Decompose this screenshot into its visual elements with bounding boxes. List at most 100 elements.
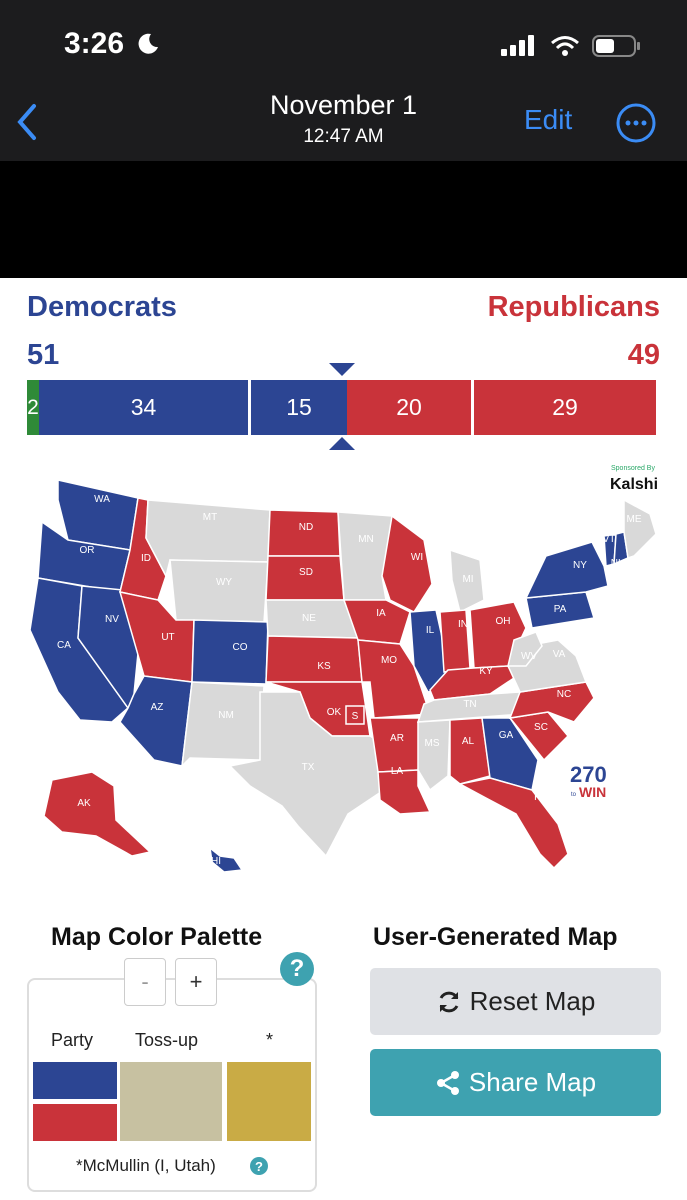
state-ak[interactable]: [43, 771, 152, 857]
state-ms[interactable]: [417, 719, 451, 792]
state-label-hi: HI: [211, 856, 221, 867]
state-label-ne: NE: [302, 613, 316, 624]
state-label-ks: KS: [317, 661, 331, 672]
state-ga[interactable]: [481, 717, 539, 791]
share-icon: [436, 1070, 459, 1095]
democrats-label: Democrats: [27, 291, 177, 323]
battery-icon: [592, 35, 640, 57]
state-me[interactable]: [623, 498, 657, 559]
more-options-icon[interactable]: [615, 102, 657, 144]
state-label-az: AZ: [151, 702, 164, 713]
state-mo[interactable]: [357, 639, 432, 719]
sponsor-logo[interactable]: Kalshi: [610, 476, 659, 493]
tossup-color-swatch[interactable]: [120, 1062, 222, 1141]
increase-button[interactable]: +: [175, 958, 217, 1006]
state-al[interactable]: [449, 717, 491, 785]
state-label-nc: NC: [557, 689, 571, 700]
state-label-al: AL: [462, 736, 475, 747]
state-label-pa: PA: [554, 604, 567, 615]
state-label-or: OR: [80, 545, 95, 556]
state-hi[interactable]: [208, 846, 244, 873]
palette-title: Map Color Palette: [51, 923, 263, 951]
seat-segment-dem-up[interactable]: 15: [251, 380, 347, 435]
state-ny[interactable]: [524, 541, 609, 599]
state-ok-special[interactable]: [345, 705, 365, 725]
footnote-help-icon[interactable]: ?: [250, 1157, 268, 1175]
palette-help-icon[interactable]: ?: [280, 952, 314, 986]
state-label-ar: AR: [390, 733, 404, 744]
majority-marker-bottom-icon: [329, 437, 355, 450]
svg-text:WIN: WIN: [579, 784, 606, 800]
state-label-mn: MN: [358, 534, 374, 545]
state-label-ms: MS: [425, 738, 440, 749]
state-label-mi: MI: [462, 574, 473, 585]
state-nd[interactable]: [267, 509, 341, 557]
seat-segment-rep-not-up[interactable]: 29: [474, 380, 656, 435]
state-label-id: ID: [141, 553, 151, 564]
seat-segment-independent[interactable]: 2: [27, 380, 39, 435]
state-label-nm: NM: [218, 710, 234, 721]
state-label-ok: OK: [327, 707, 342, 718]
svg-text:270: 270: [570, 762, 607, 787]
dem-color-swatch[interactable]: [33, 1062, 117, 1099]
palette-party-label: Party: [51, 1030, 94, 1050]
palette-box: [27, 978, 317, 1192]
moon-icon: [138, 33, 158, 54]
state-label-mo: MO: [381, 655, 397, 666]
user-map-title: User-Generated Map: [373, 923, 618, 951]
state-ok-special-label: S: [352, 711, 359, 722]
state-label-ut: UT: [161, 632, 174, 643]
sponsor-label: Sponsored By: [611, 465, 655, 472]
signal-icon: [501, 35, 534, 56]
status-time: 3:26: [64, 27, 125, 60]
svg-text:to: to: [571, 792, 577, 798]
majority-marker-top-icon: [329, 363, 355, 376]
edit-button[interactable]: Edit: [524, 104, 573, 135]
state-label-ca: CA: [57, 640, 71, 651]
state-label-co: CO: [233, 642, 248, 653]
state-sd[interactable]: [265, 555, 345, 601]
palette-star-label: *: [266, 1030, 274, 1050]
state-wy[interactable]: [169, 559, 269, 623]
top-bar: 3:26 November 1 12:47 AM Edit: [0, 0, 687, 161]
state-ia[interactable]: [342, 599, 411, 645]
palette-footnote: *McMullin (I, Utah): [76, 1156, 216, 1175]
state-wi[interactable]: [381, 514, 433, 613]
state-label-ia: IA: [376, 608, 386, 619]
reset-map-button[interactable]: Reset Map: [370, 968, 661, 1035]
us-map[interactable]: WA OR CA NV ID MT WY UT CO AZ NM ND SD NE KS OK TX MN IA MO…: [20, 460, 670, 880]
palette-tossup-label: Toss-up: [135, 1030, 199, 1050]
state-tx[interactable]: [228, 691, 387, 858]
rep-color-swatch[interactable]: [33, 1104, 117, 1141]
refresh-icon: [439, 991, 458, 1012]
republicans-total: 49: [627, 339, 660, 371]
back-chevron-icon[interactable]: [12, 100, 42, 144]
state-ar[interactable]: [369, 717, 425, 773]
state-wa[interactable]: [57, 479, 139, 551]
state-ks[interactable]: [265, 635, 363, 683]
state-az[interactable]: [119, 675, 193, 767]
state-mi[interactable]: [449, 548, 485, 614]
state-label-nv: NV: [105, 614, 119, 625]
state-label-ga: GA: [499, 730, 514, 741]
state-label-wa: WA: [94, 494, 110, 505]
state-label-nh: NH: [611, 558, 625, 569]
nav-subtitle: 12:47 AM: [303, 126, 384, 147]
state-label-sc: SC: [534, 722, 548, 733]
state-label-oh: OH: [496, 616, 511, 627]
state-label-tx: TX: [302, 762, 315, 773]
seat-segment-dem-not-up[interactable]: 34: [39, 380, 251, 435]
state-wv[interactable]: [507, 631, 543, 667]
share-map-button[interactable]: Share Map: [370, 1049, 661, 1116]
star-color-swatch[interactable]: [227, 1062, 311, 1141]
state-label-fl: FL: [534, 792, 546, 803]
nav-title: November 1: [269, 90, 418, 120]
decrease-button[interactable]: -: [124, 958, 166, 1006]
seat-segment-rep-up[interactable]: 20: [347, 380, 474, 435]
state-label-il: IL: [426, 625, 435, 636]
270towin-logo: 270 to WIN: [570, 762, 607, 800]
state-label-wy: WY: [216, 577, 232, 588]
state-co[interactable]: [191, 619, 269, 685]
state-fl[interactable]: [457, 777, 569, 870]
state-nm[interactable]: [180, 681, 265, 769]
